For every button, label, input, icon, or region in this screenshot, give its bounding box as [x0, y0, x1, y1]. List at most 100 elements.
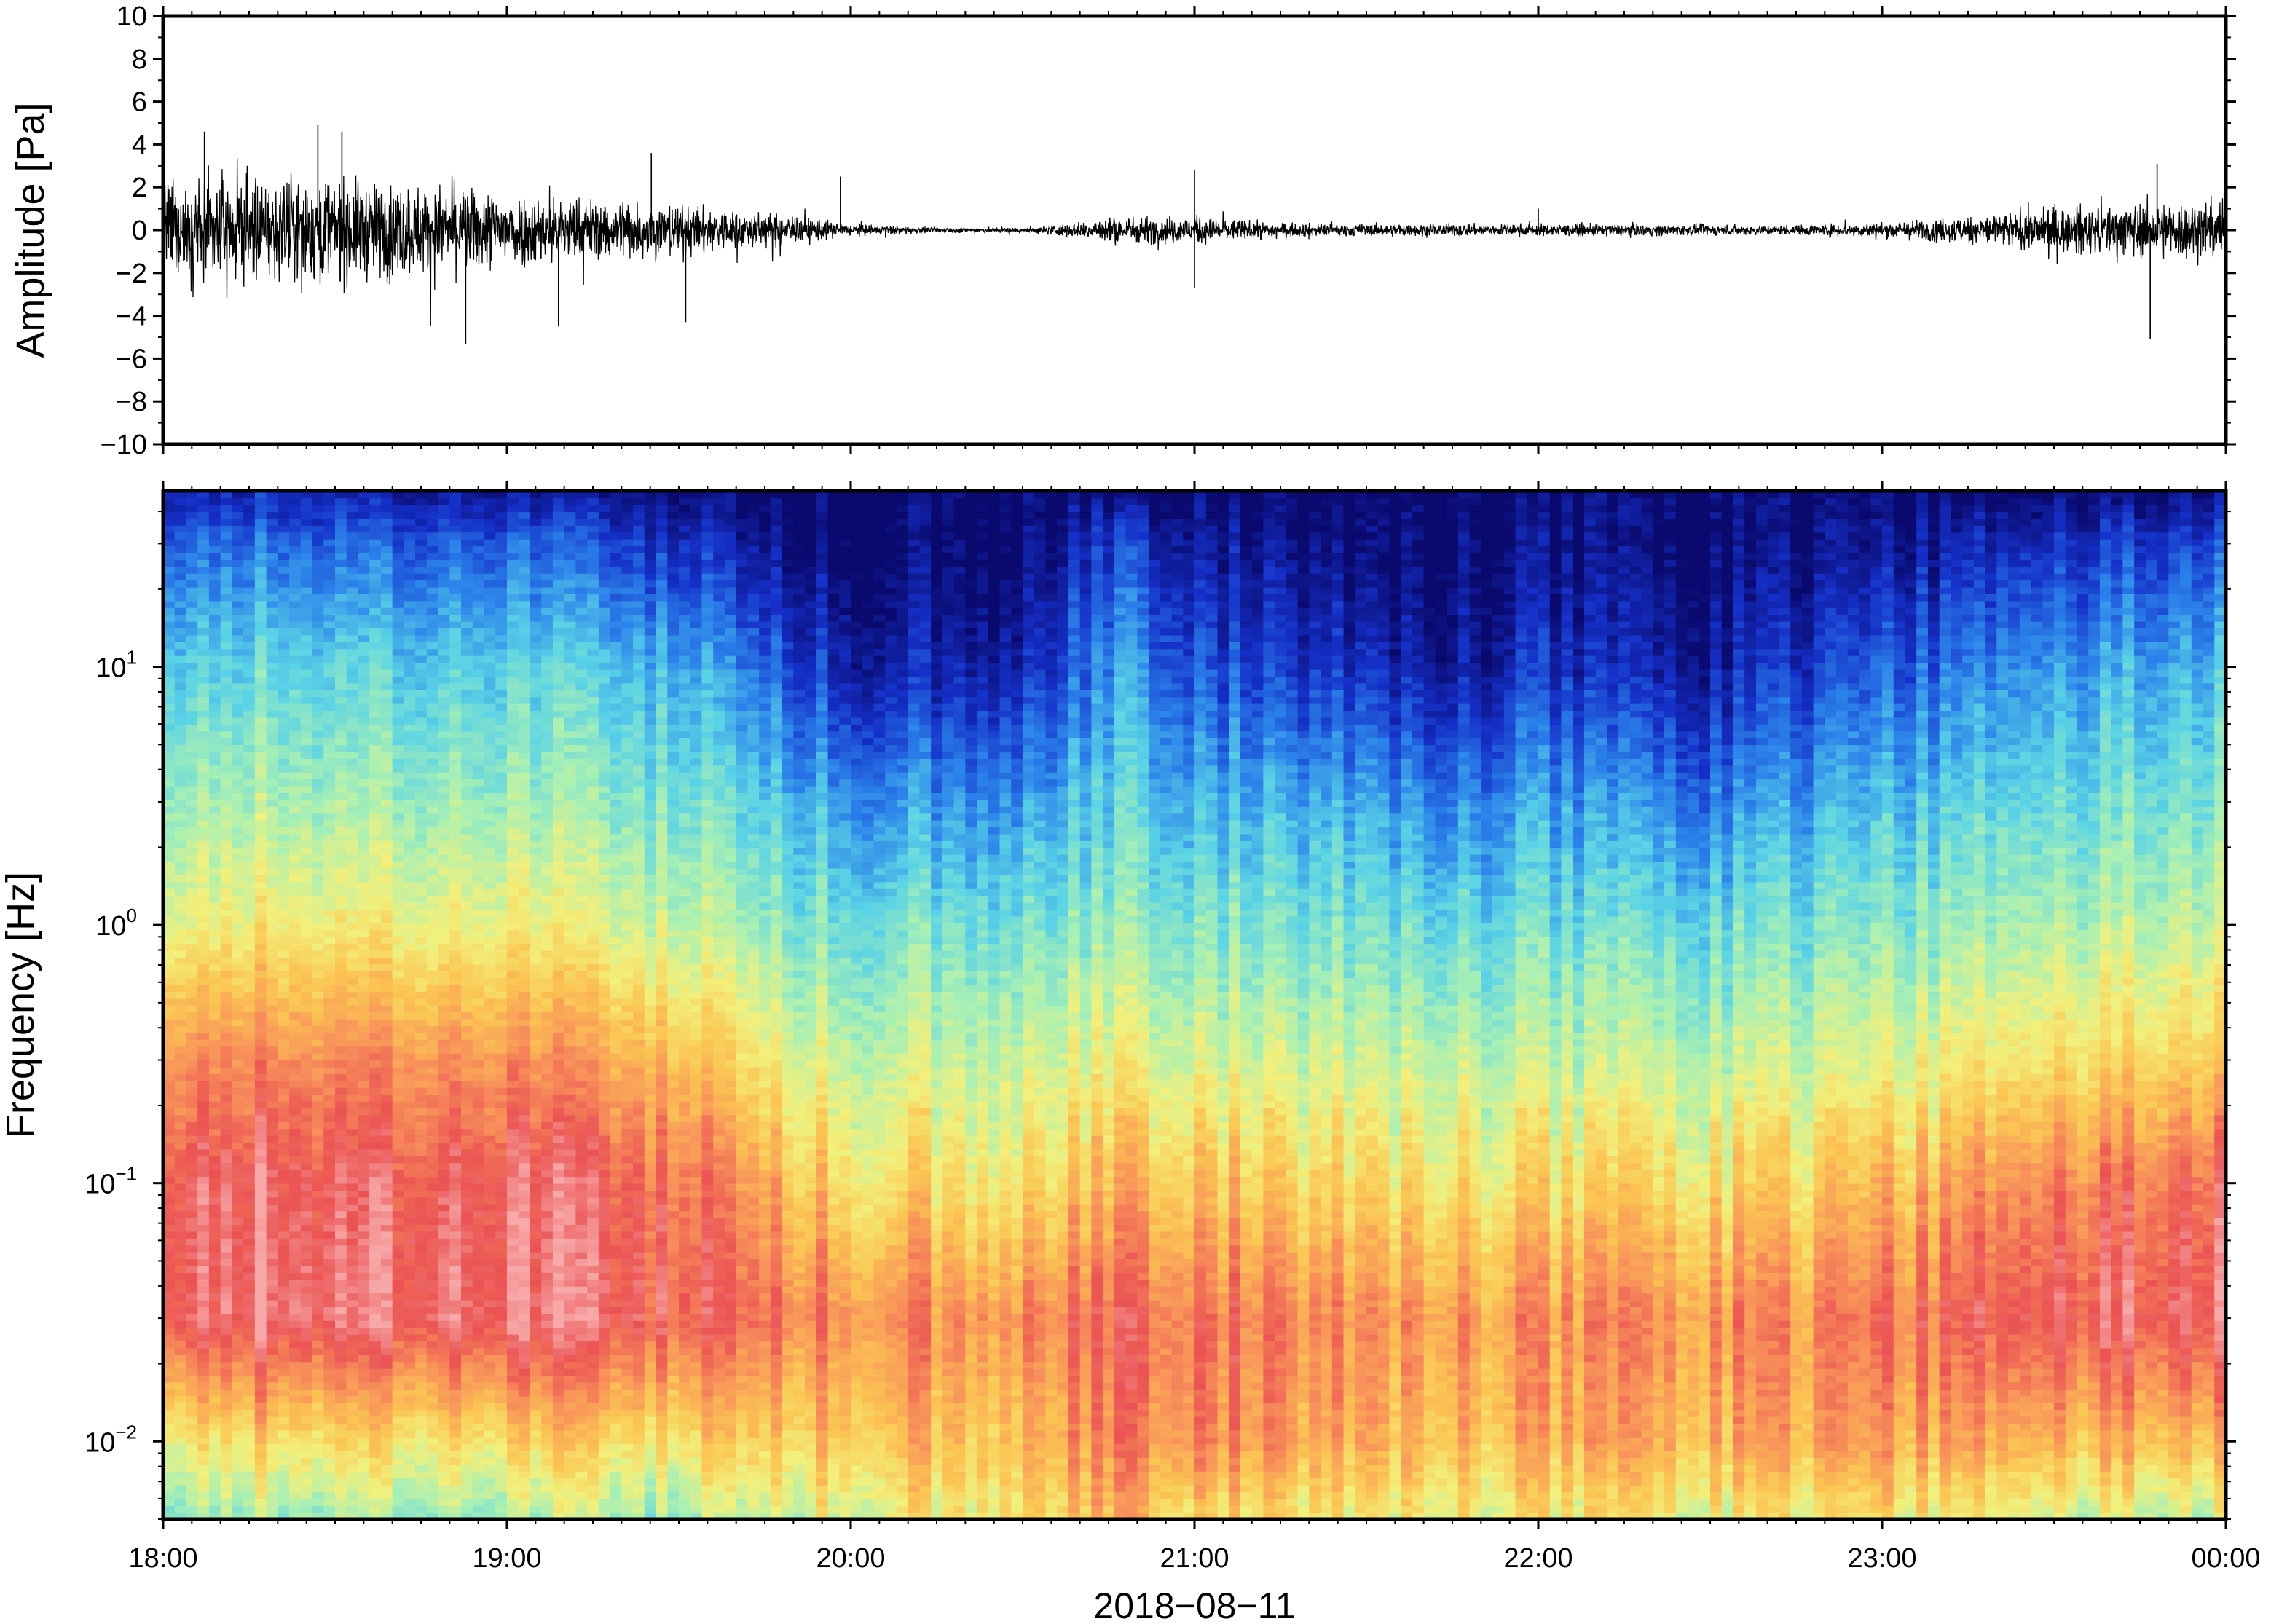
spectrogram-cell [484, 991, 497, 999]
spectrogram-cell [369, 1375, 382, 1383]
spectrogram-cell [369, 552, 382, 560]
spectrogram-cell [266, 1491, 279, 1499]
spectrogram-cell [369, 1032, 382, 1040]
spectrogram-cell [232, 1443, 244, 1451]
spectrogram-cell [300, 1333, 313, 1342]
spectrogram-cell [392, 1341, 405, 1349]
spectrogram-cell [484, 984, 497, 992]
spectrogram-cell [392, 1169, 405, 1178]
spectrogram-cell [254, 827, 267, 835]
spectrogram-cell [163, 984, 176, 992]
spectrogram-cell [186, 1293, 198, 1301]
spectrogram-cell [243, 806, 256, 814]
spectrogram-cell [300, 737, 313, 746]
spectrogram-cell [323, 1245, 336, 1253]
spectrogram-cell [358, 1402, 370, 1411]
spectrogram-cell [220, 991, 233, 999]
spectrogram-cell [507, 1122, 519, 1130]
spectrogram-cell [289, 929, 302, 937]
spectrogram-cell [461, 566, 473, 574]
spectrogram-cell [415, 1128, 428, 1136]
spectrogram-cell [392, 600, 405, 608]
spectrogram-cell [461, 1409, 473, 1417]
spectrogram-cell [163, 724, 176, 732]
spectrogram-cell [472, 1142, 485, 1150]
spectrogram-cell [369, 1025, 382, 1033]
spectrogram-cell [472, 1087, 485, 1095]
spectrogram-cell [346, 566, 359, 574]
spectrogram-cell [484, 1210, 497, 1218]
spectrogram-cell [335, 1046, 347, 1054]
spectrogram-cell [495, 1046, 508, 1054]
spectrogram-cell [380, 724, 393, 732]
spectrogram-cell [163, 758, 176, 766]
spectrogram-cell [266, 1073, 279, 1081]
spectrogram-cell [358, 1341, 370, 1349]
spectrogram-cell [438, 813, 451, 821]
spectrogram-cell [346, 1327, 359, 1335]
spectrogram-cell [438, 1108, 451, 1116]
spectrogram-cell [358, 655, 370, 663]
spectrogram-cell [426, 737, 439, 746]
spectrogram-cell [392, 1060, 405, 1068]
spectrogram-cell [484, 580, 497, 588]
spectrogram-cell [484, 1128, 497, 1136]
spectrogram-cell [346, 1217, 359, 1226]
spectrogram-cell [484, 511, 497, 519]
spectrogram-cell [312, 1122, 325, 1130]
spectrogram-cell [266, 724, 279, 732]
spectrogram-cell [232, 566, 244, 574]
spectrogram-cell [208, 1122, 221, 1130]
spectrogram-cell [186, 634, 198, 642]
spectrogram-cell [220, 1245, 233, 1253]
spectrogram-cell [243, 1142, 256, 1150]
spectrogram-cell [186, 1073, 198, 1081]
spectrogram-cell [312, 730, 325, 738]
spectrogram-cell [232, 970, 244, 979]
spectrogram-cell [254, 1087, 267, 1095]
spectrogram-cell [392, 628, 405, 636]
spectrogram-cell [289, 1052, 302, 1061]
spectrogram-cell [461, 545, 473, 553]
spectrogram-cell [243, 1148, 256, 1156]
spectrogram-cell [415, 1176, 428, 1184]
spectrogram-cell [335, 1203, 347, 1212]
spectrogram-cell [346, 1114, 359, 1122]
spectrogram-cell [449, 950, 462, 958]
spectrogram-cell [495, 895, 508, 903]
spectrogram-cell [380, 1005, 393, 1013]
spectrogram-cell [232, 779, 244, 787]
spectrogram-cell [254, 1217, 267, 1226]
spectrogram-cell [208, 998, 221, 1006]
spectrogram-cell [380, 676, 393, 684]
spectrogram-cell [220, 682, 233, 690]
spectrogram-cell [208, 819, 221, 828]
spectrogram-cell [358, 923, 370, 931]
spectrogram-cell [197, 779, 210, 787]
spectrogram-cell [208, 1361, 221, 1369]
spectrogram-cell [358, 929, 370, 937]
spectrogram-cell [415, 1080, 428, 1088]
spectrogram-cell [369, 1135, 382, 1143]
spectrogram-cell [323, 1361, 336, 1369]
spectrogram-cell [518, 744, 531, 752]
spectrogram-cell [335, 998, 347, 1006]
spectrogram-cell [495, 1066, 508, 1074]
spectrogram-cell [495, 1114, 508, 1122]
spectrogram-cell [495, 1464, 508, 1472]
spectrogram-cell [438, 1361, 451, 1369]
spectrogram-cell [518, 710, 531, 718]
spectrogram-cell [266, 491, 279, 499]
spectrogram-cell [346, 1279, 359, 1287]
spectrogram-cell [518, 1416, 531, 1424]
spectrogram-cell [266, 1505, 279, 1513]
spectrogram-cell [369, 923, 382, 931]
spectrogram-cell [300, 1491, 313, 1499]
spectrogram-cell [380, 1080, 393, 1088]
spectrogram-cell [289, 936, 302, 945]
spectrogram-cell [220, 1012, 233, 1020]
spectrogram-cell [278, 936, 290, 945]
spectrogram-cell [220, 1450, 233, 1459]
spectrogram-cell [518, 1464, 531, 1472]
spectrogram-cell [163, 833, 176, 841]
